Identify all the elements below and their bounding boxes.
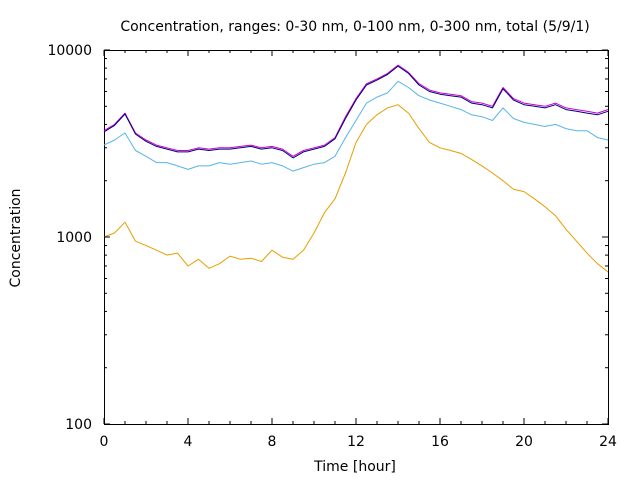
y-axis-label: Concentration <box>8 188 24 287</box>
y-tick-label: 100 <box>65 417 92 433</box>
y-tick-label: 10000 <box>47 43 92 59</box>
x-axis-label: Time [hour] <box>313 459 396 475</box>
series-layer <box>103 64 609 273</box>
plot-frame <box>104 50 609 425</box>
x-tick-label: 0 <box>100 434 109 450</box>
x-tick-label: 16 <box>431 434 449 450</box>
x-tick-label: 12 <box>347 434 365 450</box>
x-tick-label: 24 <box>599 434 617 450</box>
y-tick-label: 1000 <box>56 230 92 246</box>
series-line-2 <box>103 80 609 172</box>
series-line-1 <box>103 104 609 273</box>
x-tick-label: 8 <box>268 434 277 450</box>
x-axis: 0 4 8 12 16 20 24 <box>100 50 617 450</box>
x-tick-label: 4 <box>184 434 193 450</box>
y-axis: 100 1000 10000 <box>47 43 608 433</box>
series-line-3 <box>103 64 609 157</box>
x-tick-label: 20 <box>515 434 533 450</box>
chart-title: Concentration, ranges: 0-30 nm, 0-100 nm… <box>120 19 589 35</box>
series-line-4 <box>103 65 609 159</box>
